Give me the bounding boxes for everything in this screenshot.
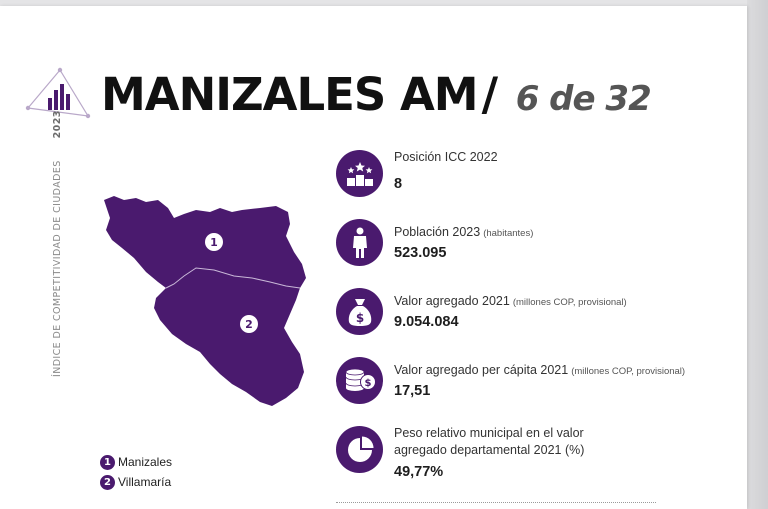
- stat-label: Posición ICC 2022: [394, 150, 498, 164]
- map-legend: 1 Manizales 2 Villamaría: [100, 452, 172, 492]
- legend-item: 1 Manizales: [100, 452, 172, 472]
- svg-text:$: $: [355, 311, 363, 325]
- city-index-logo-icon: [25, 67, 91, 119]
- region-map: 1 2: [104, 196, 306, 406]
- stat-label: Valor agregado per cápita 2021: [394, 363, 569, 377]
- stat-label: Población 2023: [394, 225, 481, 239]
- dotted-divider: [336, 502, 656, 503]
- legend-item: 2 Villamaría: [100, 472, 172, 492]
- map-region-villamaria: [154, 268, 304, 406]
- side-label-year: 2023: [52, 110, 63, 139]
- title-rank: 6 de 32: [515, 79, 652, 119]
- municipal-border-line: [165, 267, 301, 289]
- stat-value: 523.095: [394, 245, 447, 261]
- stat-label-row: Población 2023 (habitantes): [394, 225, 533, 239]
- stat-label-row: Valor agregado per cápita 2021 (millones …: [394, 363, 685, 377]
- title-city: MANIZALES AM: [101, 68, 479, 121]
- stat-value: 49,77%: [394, 464, 444, 480]
- map-marker-2-label: 2: [245, 318, 253, 331]
- title-slash: /: [481, 68, 498, 121]
- map-marker-2: [240, 315, 258, 333]
- stat-label: Valor agregado 2021: [394, 294, 510, 308]
- vertical-side-label: ÍNDICE DE COMPETITIVIDAD DE CIUDADES 2023: [52, 110, 63, 377]
- stat-note: (millones COP, provisional): [571, 366, 686, 377]
- coins-stack-icon: $: [336, 357, 383, 404]
- stat-label-line-2: agregado departamental 2021 (%): [394, 443, 585, 457]
- stat-value: 17,51: [394, 383, 431, 399]
- money-bag-icon: $: [336, 288, 383, 335]
- pie-chart-icon: [336, 426, 383, 473]
- legend-number-badge: 2: [100, 474, 115, 490]
- stat-value: 9.054.084: [394, 314, 459, 330]
- legend-label: Villamaría: [118, 475, 172, 489]
- stat-label-row: Valor agregado 2021 (millones COP, provis…: [394, 294, 627, 308]
- legend-label: Manizales: [118, 455, 173, 469]
- legend-number-badge: 1: [100, 454, 115, 470]
- page-title: MANIZALES AM/ 6 de 32: [101, 68, 652, 121]
- person-icon: [336, 219, 383, 266]
- map-marker-1: [205, 233, 223, 251]
- stat-label-line-1: Peso relativo municipal en el valor: [394, 426, 584, 440]
- podium-stars-icon: [336, 150, 383, 197]
- stat-note: (millones COP, provisional): [512, 297, 627, 308]
- stat-value: 8: [394, 176, 403, 192]
- page-edge: [747, 0, 768, 509]
- map-marker-1-label: 1: [210, 236, 218, 249]
- stat-note: (habitantes): [483, 228, 534, 239]
- svg-text:$: $: [364, 378, 371, 389]
- side-label-text: ÍNDICE DE COMPETITIVIDAD DE CIUDADES: [52, 160, 63, 377]
